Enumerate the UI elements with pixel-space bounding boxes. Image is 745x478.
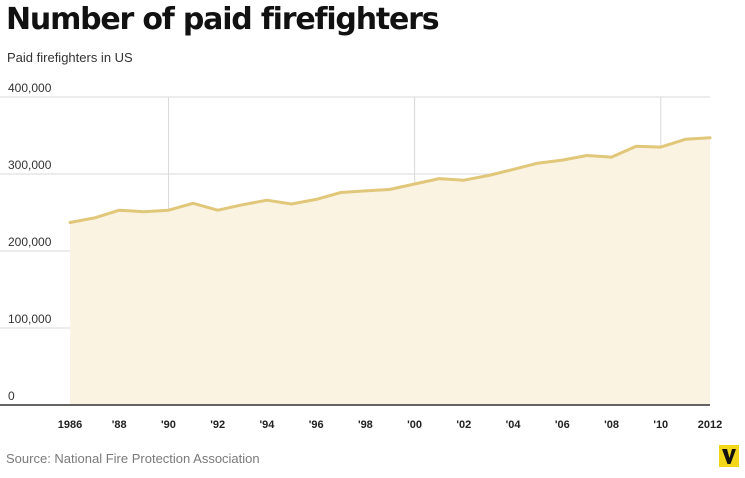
chart-title: Number of paid firefighters (6, 2, 440, 37)
chart: 0 100,000 200,000 300,000 400,000 1986 '88 '90 '… (0, 81, 722, 431)
chart-subtitle: Paid firefighters in US (7, 50, 133, 65)
x-tick-label: '90 (161, 419, 176, 431)
x-tick-label: '94 (259, 419, 275, 431)
x-tick-label: 2012 (698, 419, 722, 431)
source-note: Source: National Fire Protection Associa… (6, 451, 260, 466)
series-line (68, 136, 712, 224)
y-tick-label: 300,000 (8, 158, 52, 172)
x-tick-label: '04 (506, 419, 522, 431)
label-layer: 0 100,000 200,000 300,000 400,000 1986 '88 '90 '… (8, 81, 722, 431)
x-tick-label: '96 (309, 419, 324, 431)
x-tick-label: '08 (604, 419, 619, 431)
x-tick-label: '00 (407, 419, 422, 431)
x-tick-label: '88 (112, 419, 127, 431)
series-area (70, 137, 710, 406)
x-tick-label: '06 (555, 419, 570, 431)
x-tick-label: '02 (456, 419, 471, 431)
area-layer (68, 136, 712, 406)
x-tick-label: '98 (358, 419, 373, 431)
x-tick-label: '10 (653, 419, 668, 431)
x-tick-label: 1986 (58, 419, 82, 431)
y-tick-label: 400,000 (8, 81, 52, 95)
vox-v-logo-icon (719, 445, 739, 467)
y-tick-label: 0 (8, 389, 15, 403)
x-tick-label: '92 (210, 419, 225, 431)
y-tick-label: 100,000 (8, 312, 52, 326)
y-tick-label: 200,000 (8, 235, 52, 249)
